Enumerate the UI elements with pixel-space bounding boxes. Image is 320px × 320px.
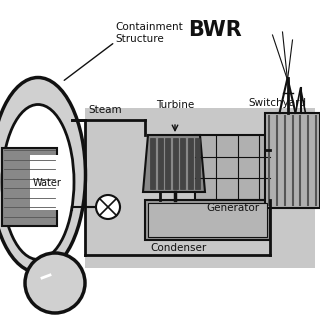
Text: Steam: Steam — [88, 105, 122, 115]
Bar — [30, 155, 68, 210]
Bar — [180, 138, 185, 189]
Bar — [195, 135, 270, 200]
Circle shape — [96, 195, 120, 219]
Ellipse shape — [0, 77, 85, 273]
Bar — [85, 108, 315, 268]
Text: Water: Water — [33, 178, 61, 188]
Text: BWR: BWR — [188, 20, 242, 40]
Bar — [145, 200, 270, 240]
Bar — [195, 138, 200, 189]
Bar — [188, 138, 193, 189]
Bar — [150, 138, 155, 189]
Bar — [148, 203, 267, 237]
Bar — [265, 113, 320, 208]
Bar — [165, 138, 170, 189]
Text: Generator: Generator — [206, 203, 259, 213]
Polygon shape — [143, 135, 205, 192]
Bar — [2, 148, 57, 226]
Bar — [157, 138, 163, 189]
Bar — [172, 138, 178, 189]
Circle shape — [25, 253, 85, 313]
Ellipse shape — [2, 105, 74, 260]
Text: Condenser: Condenser — [150, 243, 206, 253]
Text: Turbine: Turbine — [156, 100, 194, 110]
Text: Containment
Structure: Containment Structure — [115, 22, 183, 44]
Text: Switchyard: Switchyard — [249, 98, 307, 108]
